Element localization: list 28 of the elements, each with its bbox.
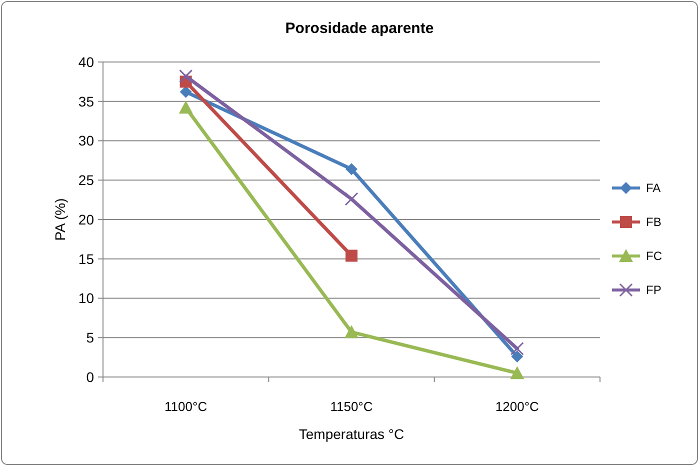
y-tick-label: 40 xyxy=(78,54,94,70)
legend-label: FA xyxy=(646,181,661,196)
legend-label: FP xyxy=(646,283,662,298)
y-tick-label: 20 xyxy=(78,211,94,228)
legend-label: FB xyxy=(646,215,662,230)
point xyxy=(344,325,358,338)
point xyxy=(510,366,524,380)
point xyxy=(510,342,524,356)
x-tick-label: 1150°C xyxy=(330,399,373,414)
y-tick-label: 15 xyxy=(78,250,94,267)
point xyxy=(511,350,524,363)
point xyxy=(179,69,193,83)
y-tick-label: 0 xyxy=(86,368,94,385)
x-tick-label: 1100°C xyxy=(164,399,208,414)
x-tick-label: 1200°C xyxy=(495,399,539,414)
legend-label: FC xyxy=(646,249,662,264)
y-tick-label: 30 xyxy=(78,132,94,149)
point xyxy=(178,100,193,114)
y-tick-label: 35 xyxy=(78,93,94,110)
point xyxy=(344,192,358,206)
point xyxy=(346,163,358,176)
y-tick-label: 10 xyxy=(78,290,94,306)
y-tick-label: 25 xyxy=(78,172,94,188)
x-axis-title: Temperaturas °C xyxy=(298,426,404,442)
y-axis-title: PA (%) xyxy=(52,198,68,241)
point xyxy=(346,250,358,262)
y-tick-label: 5 xyxy=(86,330,94,346)
chart-title: Porosidade aparente xyxy=(285,20,434,37)
